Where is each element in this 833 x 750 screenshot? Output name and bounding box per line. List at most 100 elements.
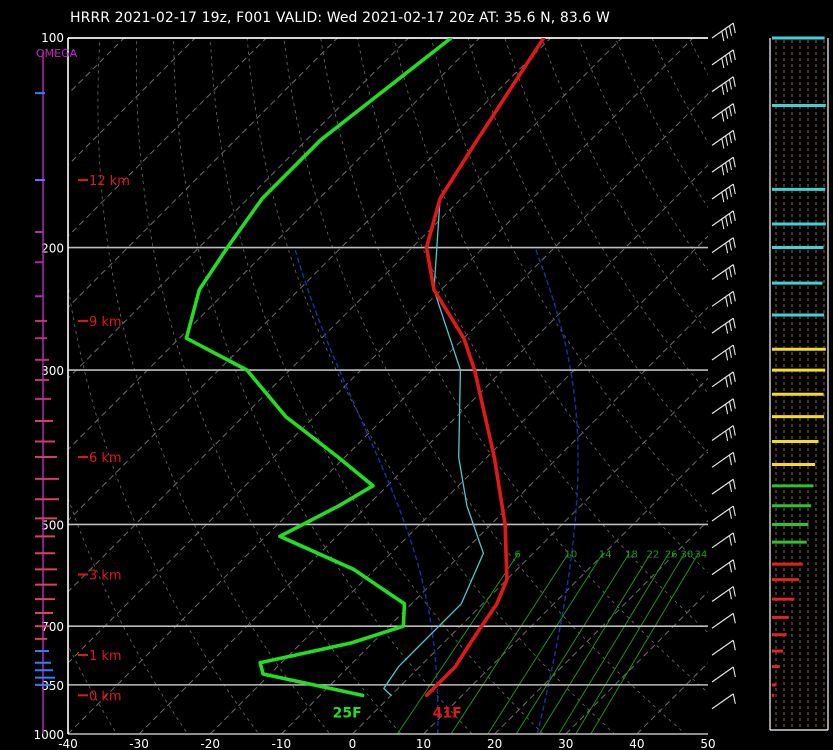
omega-label: OMEGA bbox=[36, 47, 78, 60]
wind-barb-staff bbox=[711, 451, 734, 468]
wind-barb bbox=[711, 398, 736, 415]
pressure-axis: 100 200 300 500 700 850 1000 bbox=[33, 31, 64, 742]
wind-barb-feather bbox=[728, 347, 733, 358]
wind-barb-feather bbox=[732, 130, 736, 141]
isotherm-line bbox=[68, 38, 552, 522]
temperature-tick-label: -20 bbox=[200, 737, 220, 750]
wind-barb-feather bbox=[732, 666, 736, 678]
temperature-tick-label: 10 bbox=[416, 737, 431, 750]
height-label: 6 km bbox=[89, 451, 122, 466]
moist-adiabat-line bbox=[534, 247, 579, 734]
wind-barb-feather bbox=[732, 49, 736, 61]
wind-barb-feather bbox=[732, 76, 736, 87]
surface-dewpoint-label: 25F bbox=[333, 705, 362, 721]
wind-barb bbox=[711, 264, 736, 281]
pressure-tick-label: 200 bbox=[41, 242, 64, 256]
pressure-tick-label: 500 bbox=[41, 518, 64, 532]
wind-barb-feather bbox=[732, 264, 736, 275]
wind-barb bbox=[711, 317, 736, 334]
wind-barb-feather bbox=[725, 82, 729, 93]
wind-barb-feather bbox=[728, 240, 733, 251]
wind-barb bbox=[711, 344, 736, 361]
mixing-ratio-line bbox=[515, 553, 630, 734]
height-label: 0 km bbox=[89, 689, 122, 704]
wind-barb-feather bbox=[728, 508, 733, 519]
wind-barb-feather bbox=[728, 535, 733, 546]
temperature-tick-label: 50 bbox=[700, 737, 715, 750]
isobars bbox=[67, 37, 708, 735]
dry-adiabat-line bbox=[0, 38, 54, 749]
wind-barb-feather bbox=[721, 57, 725, 69]
wind-barb-staff bbox=[711, 586, 734, 602]
wind-barb bbox=[711, 76, 736, 95]
wind-barb bbox=[711, 371, 736, 388]
wind-barb-staff bbox=[711, 612, 734, 629]
mixing-ratio-labels: 6 10 14 18 22 26 30 34 bbox=[514, 549, 707, 560]
temperature-tick-label: -40 bbox=[58, 737, 78, 750]
chart-title: HRRR 2021-02-17 19z, F001 VALID: Wed 202… bbox=[70, 10, 610, 26]
wind-barb-feather bbox=[721, 31, 725, 42]
wind-barb-feather bbox=[728, 320, 733, 332]
wind-barb-feather bbox=[725, 135, 729, 146]
wind-barb-feather bbox=[728, 267, 733, 278]
isotherm-line bbox=[68, 38, 694, 664]
wind-barb-staff bbox=[711, 237, 734, 254]
wind-barb-staff bbox=[711, 103, 734, 119]
pressure-tick-label: 300 bbox=[41, 364, 64, 378]
height-labels: 12 km 9 km 6 km 3 km 1 km 0 km bbox=[78, 174, 130, 704]
dry-adiabat-line bbox=[68, 644, 118, 734]
wind-barb-feather bbox=[732, 157, 736, 168]
wind-barb-feather bbox=[725, 323, 729, 334]
isotherm-line bbox=[68, 38, 480, 451]
dry-adiabat-line bbox=[173, 38, 473, 734]
wind-barb-feather bbox=[721, 84, 725, 95]
mixing-ratio-label: 22 bbox=[647, 549, 660, 560]
dry-adiabat-line bbox=[430, 38, 708, 514]
wind-barb bbox=[711, 532, 736, 549]
temperature-tick-label: 40 bbox=[629, 737, 644, 750]
wind-barb-staff bbox=[711, 129, 734, 146]
wind-barb-feather bbox=[725, 269, 729, 281]
dry-adiabat-line bbox=[68, 496, 189, 734]
wind-barb-staff bbox=[711, 156, 734, 173]
wind-barb bbox=[711, 290, 736, 307]
wind-barb-feather bbox=[725, 403, 729, 415]
wind-barb-feather bbox=[725, 55, 729, 66]
isotherm-line bbox=[779, 38, 833, 734]
isotherm-line bbox=[352, 377, 708, 734]
pressure-tick-label: 100 bbox=[41, 31, 64, 45]
dewpoint-line bbox=[184, 38, 453, 698]
wind-barb-staff bbox=[711, 425, 734, 441]
wind-barb-feather bbox=[728, 562, 733, 573]
wind-barb-feather bbox=[721, 111, 725, 122]
isotherm-line bbox=[68, 38, 196, 166]
isotherm-line bbox=[280, 306, 708, 734]
pressure-tick-label: 850 bbox=[41, 679, 64, 693]
temperature-tick-label: -30 bbox=[129, 737, 149, 750]
isotherm-line bbox=[565, 591, 708, 734]
wind-barb-staff bbox=[711, 344, 734, 361]
dry-adiabat-line bbox=[135, 38, 402, 734]
wind-barb-feather bbox=[728, 481, 733, 493]
wind-barb-feather bbox=[732, 344, 736, 356]
wind-barb-staff bbox=[711, 183, 734, 200]
mixing-ratio-label: 34 bbox=[694, 549, 707, 560]
wind-barb-staff bbox=[711, 666, 734, 683]
wind-barb-staff bbox=[711, 639, 734, 656]
wind-barb-staff bbox=[711, 559, 734, 576]
mixing-ratio-line bbox=[590, 553, 699, 734]
mixing-ratio-line bbox=[558, 553, 670, 734]
temperature-line bbox=[424, 38, 546, 698]
temperature-tick-label: 0 bbox=[349, 737, 357, 750]
wind-barb-staff bbox=[711, 371, 734, 388]
wind-barb-staff bbox=[711, 505, 734, 522]
wind-barb-feather bbox=[732, 22, 736, 34]
dry-adiabat-line bbox=[97, 38, 331, 734]
wind-barb-staff bbox=[711, 398, 734, 415]
wind-barb bbox=[711, 425, 736, 442]
temperature-tick-label: 20 bbox=[487, 737, 502, 750]
isotherm-line bbox=[209, 235, 708, 734]
dry-adiabat-line bbox=[246, 38, 616, 734]
mixing-ratio-line bbox=[396, 553, 519, 734]
